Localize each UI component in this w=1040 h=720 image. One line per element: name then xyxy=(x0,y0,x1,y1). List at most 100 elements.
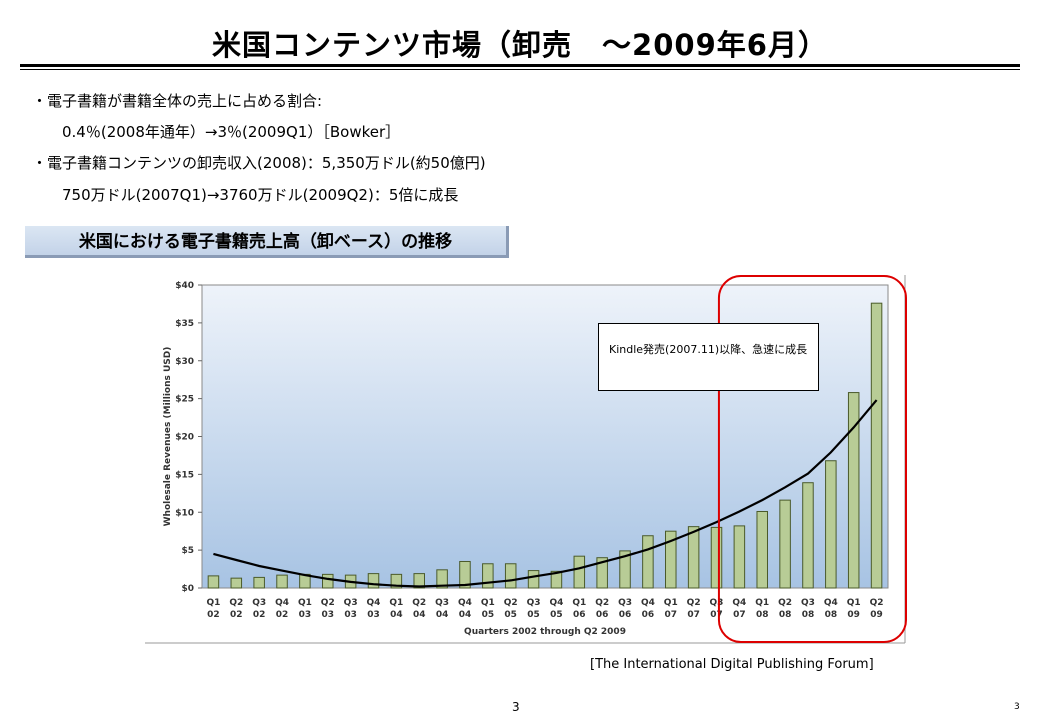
x-tick-label: Q1 xyxy=(389,598,403,608)
x-tick-label-year: 03 xyxy=(299,610,312,620)
x-tick-label-year: 03 xyxy=(367,610,380,620)
x-tick-label-year: 07 xyxy=(710,610,723,620)
bar xyxy=(802,482,814,589)
bar xyxy=(847,392,860,589)
bar xyxy=(413,573,425,589)
y-tick-label: $0 xyxy=(181,584,194,594)
x-tick-label-year: 05 xyxy=(482,610,495,620)
x-tick-label: Q2 xyxy=(687,598,701,608)
bar xyxy=(527,570,540,589)
x-tick-label: Q4 xyxy=(641,598,655,608)
x-tick-label-year: 09 xyxy=(870,610,883,620)
x-tick-label: Q1 xyxy=(664,598,678,608)
x-tick-label-year: 05 xyxy=(550,610,563,620)
x-tick-label: Q3 xyxy=(435,598,449,608)
bar xyxy=(550,570,563,589)
bar xyxy=(596,557,608,589)
x-tick-label-year: 05 xyxy=(527,610,540,620)
x-tick-label-year: 08 xyxy=(756,610,769,620)
x-tick-label: Q4 xyxy=(732,598,746,608)
x-tick-label-year: 04 xyxy=(436,610,449,620)
bar xyxy=(573,555,586,589)
highlight-box xyxy=(717,275,908,643)
page-number-corner: 3 xyxy=(1014,702,1020,712)
x-tick-label: Q2 xyxy=(412,598,426,608)
y-tick-label: $20 xyxy=(175,433,194,443)
x-tick-label-year: 02 xyxy=(253,610,266,620)
x-tick-label-year: 04 xyxy=(413,610,426,620)
x-tick-label: Q4 xyxy=(275,598,289,608)
bar xyxy=(870,302,883,589)
bullet-2-detail: 750万ドル(2007Q1)→3760万ドル(2009Q2)：5倍に成長 xyxy=(62,186,459,204)
x-tick-label: Q1 xyxy=(298,598,312,608)
x-tick-label: Q4 xyxy=(549,598,563,608)
y-tick-label: $30 xyxy=(175,357,194,367)
x-tick-label: Q1 xyxy=(755,598,769,608)
x-tick-label-year: 06 xyxy=(573,610,586,620)
x-tick-label-year: 06 xyxy=(642,610,655,620)
y-axis-label: Wholesale Revenues (Millions USD) xyxy=(163,347,173,527)
bar xyxy=(367,573,380,589)
x-tick-label: Q4 xyxy=(458,598,472,608)
x-tick-label: Q1 xyxy=(847,598,861,608)
x-tick-label-year: 09 xyxy=(847,610,860,620)
page-title: 米国コンテンツ市場（卸売 ～2009年6月） xyxy=(212,28,828,62)
y-tick-label: $10 xyxy=(175,508,194,518)
bar xyxy=(756,510,768,589)
x-tick-label-year: 08 xyxy=(802,610,815,620)
bar xyxy=(687,526,700,589)
bar xyxy=(436,569,448,589)
bar xyxy=(665,530,677,589)
x-tick-label: Q3 xyxy=(801,598,815,608)
x-tick-label: Q1 xyxy=(572,598,586,608)
kindle-callout: Kindle発売(2007.11)以降、急速に成長 xyxy=(598,323,819,391)
title-rule-thin xyxy=(20,69,1020,70)
trend-line xyxy=(213,399,878,588)
x-tick-label: Q2 xyxy=(229,598,243,608)
bullet-1-detail: 0.4％(2008年通年）→3％(2009Q1）［Bowker］ xyxy=(62,123,401,141)
y-tick-label: $35 xyxy=(175,319,194,329)
x-tick-label-year: 02 xyxy=(230,610,243,620)
x-axis-label: Quarters 2002 through Q2 2009 xyxy=(464,627,626,637)
bar xyxy=(619,550,631,589)
x-tick-label-year: 07 xyxy=(733,610,746,620)
x-tick-label: Q2 xyxy=(321,598,335,608)
x-tick-label: Q4 xyxy=(367,598,381,608)
chart-heading: 米国における電子書籍売上高（卸ベース）の推移 xyxy=(25,226,509,258)
x-tick-label: Q3 xyxy=(344,598,358,608)
x-tick-label-year: 06 xyxy=(596,610,609,620)
x-tick-label: Q4 xyxy=(824,598,838,608)
x-tick-label: Q2 xyxy=(778,598,792,608)
bar xyxy=(459,560,471,589)
x-tick-label-year: 03 xyxy=(322,610,335,620)
bar xyxy=(642,535,654,589)
x-tick-label-year: 07 xyxy=(687,610,700,620)
bar xyxy=(733,525,746,589)
y-tick-label: $25 xyxy=(175,395,194,405)
y-tick-label: $40 xyxy=(175,281,194,291)
x-tick-label-year: 03 xyxy=(344,610,357,620)
bar xyxy=(207,575,220,589)
x-tick-label-year: 05 xyxy=(504,610,517,620)
x-tick-label-year: 07 xyxy=(665,610,678,620)
x-tick-label: Q3 xyxy=(527,598,541,608)
bar xyxy=(710,526,723,589)
x-tick-label: Q1 xyxy=(481,598,495,608)
y-tick-label: $5 xyxy=(181,546,194,556)
x-tick-label-year: 02 xyxy=(276,610,289,620)
x-tick-label-year: 04 xyxy=(390,610,403,620)
x-tick-label-year: 06 xyxy=(619,610,632,620)
x-tick-label-year: 02 xyxy=(207,610,220,620)
bullet-2: ・電子書籍コンテンツの卸売収入(2008)：5,350万ドル(約50億円) xyxy=(32,154,486,172)
bullet-1: ・電子書籍が書籍全体の売上に占める割合: xyxy=(32,92,323,110)
x-tick-label-year: 08 xyxy=(825,610,838,620)
title-rule xyxy=(20,64,1020,67)
page-number: 3 xyxy=(512,700,520,714)
bar xyxy=(504,563,517,589)
bar xyxy=(253,576,265,589)
y-tick-label: $15 xyxy=(175,470,194,480)
x-tick-label-year: 08 xyxy=(779,610,792,620)
bar xyxy=(825,460,837,589)
bar xyxy=(322,573,334,589)
